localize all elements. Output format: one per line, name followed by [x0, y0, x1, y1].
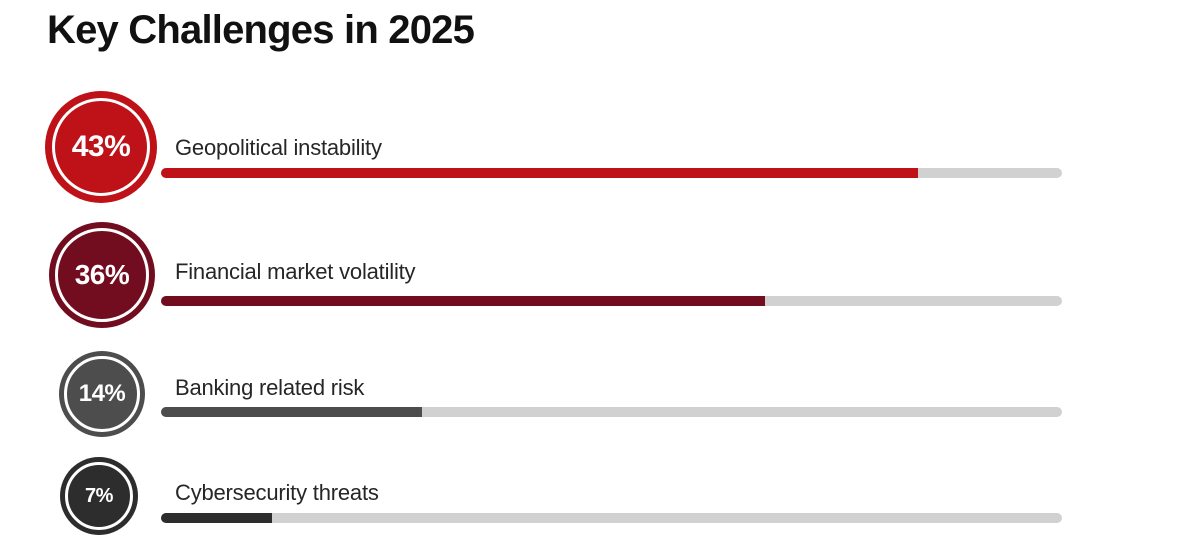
progress-track — [161, 296, 1062, 306]
percent-badge: 36% — [49, 222, 155, 328]
progress-fill — [161, 407, 423, 417]
progress-fill — [161, 168, 918, 178]
percent-value: 36% — [74, 259, 130, 290]
progress-track — [161, 407, 1062, 417]
percent-value: 43% — [71, 130, 131, 163]
percent-badge: 43% — [45, 91, 157, 203]
percent-badge: 14% — [59, 351, 145, 437]
percent-badge: 7% — [60, 457, 138, 535]
challenge-label: Cybersecurity threats — [175, 480, 379, 505]
progress-fill — [161, 296, 765, 306]
progress-track — [161, 168, 1062, 178]
page-title: Key Challenges in 2025 — [47, 8, 475, 52]
progress-track — [161, 513, 1062, 523]
challenge-label: Banking related risk — [175, 375, 365, 400]
percent-value: 7% — [85, 484, 113, 507]
challenge-label: Financial market volatility — [175, 259, 416, 284]
challenge-label: Geopolitical instability — [175, 135, 382, 160]
percent-value: 14% — [78, 380, 126, 407]
progress-fill — [161, 513, 272, 523]
